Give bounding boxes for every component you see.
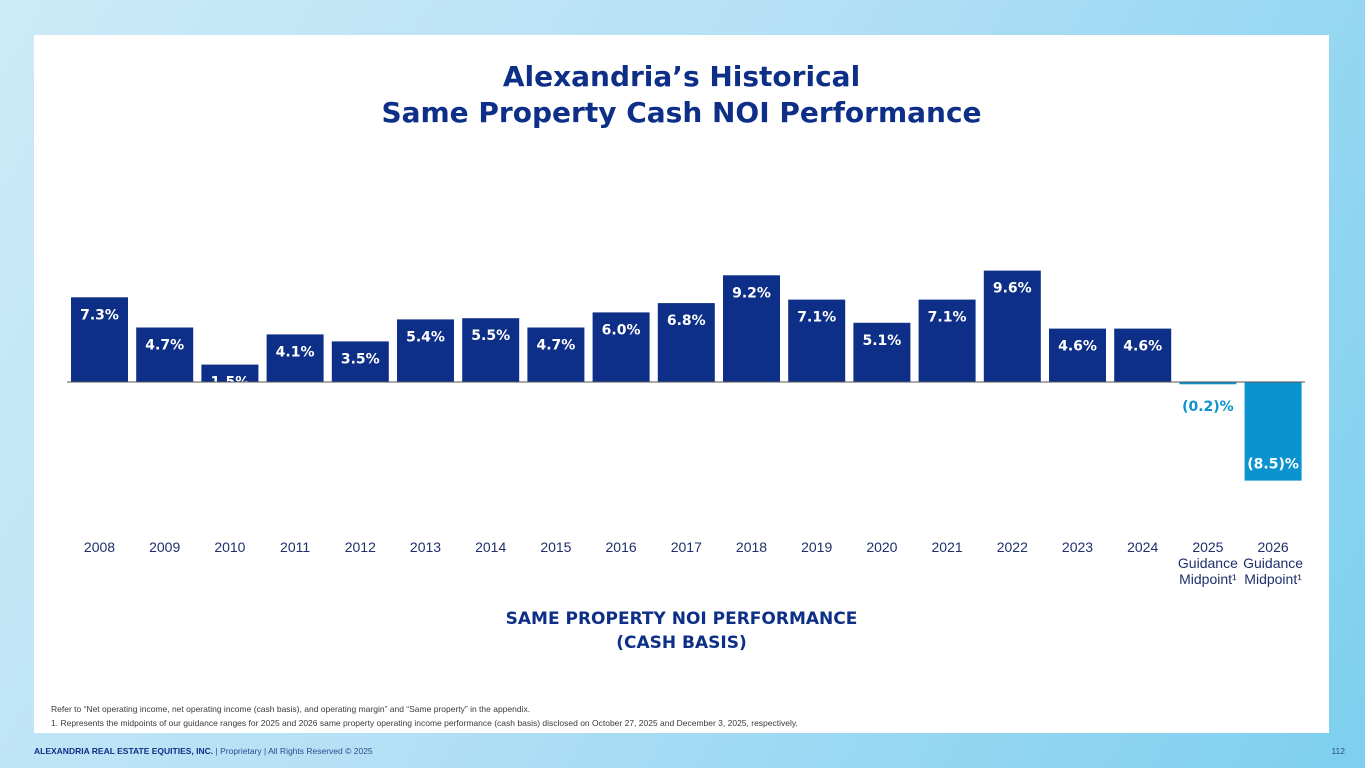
bar-2008 — [71, 297, 128, 382]
footnote-1: 1. Represents the midpoints of our guida… — [51, 718, 798, 728]
chart-subtitle-line-1: SAME PROPERTY NOI PERFORMANCE — [505, 609, 858, 629]
footer: ALEXANDRIA REAL ESTATE EQUITIES, INC. | … — [34, 746, 373, 756]
bar-2022 — [983, 270, 1041, 382]
data-label-2010: 1.5% — [210, 375, 249, 391]
data-label-2017: 6.8% — [667, 313, 706, 329]
bar-2013 — [397, 319, 454, 382]
bar-2018 — [723, 275, 780, 382]
bar-2009 — [136, 327, 194, 382]
data-label-2009: 4.7% — [145, 338, 184, 354]
data-label-2014: 5.5% — [471, 328, 510, 344]
category-label-2017: 2017 — [671, 539, 702, 555]
category-label-2025: 2025 Guidance Midpoint¹ — [1178, 539, 1238, 587]
footnote-reference: Refer to “Net operating income, net oper… — [51, 704, 531, 714]
bar-2010 — [201, 364, 259, 382]
bar-2019 — [788, 299, 846, 382]
slide-card: Alexandria’s Historical Same Property Ca… — [34, 35, 1329, 733]
category-label-2023: 2023 — [1062, 539, 1093, 555]
data-label-2026: (8.5)% — [1247, 457, 1299, 473]
category-label-2013: 2013 — [410, 539, 441, 555]
bar-2017 — [657, 303, 715, 382]
data-label-2025: (0.2)% — [1182, 399, 1234, 415]
data-label-2021: 7.1% — [928, 310, 967, 326]
data-label-2024: 4.6% — [1123, 339, 1162, 355]
data-label-2019: 7.1% — [797, 310, 836, 326]
category-label-2021: 2021 — [932, 539, 963, 555]
bar-2025 — [1179, 382, 1237, 385]
bar-chart: 7.3% 2008 4.7% 2009 1.5% 2010 4.1% 2011 3.5% 2012… — [67, 270, 1305, 587]
bar-2015 — [527, 327, 585, 382]
bar-2021 — [918, 299, 976, 382]
chart-subtitle: SAME PROPERTY NOI PERFORMANCE (CASH BASI… — [34, 607, 1329, 655]
bar-2023 — [1049, 328, 1106, 382]
slide-title: Alexandria’s Historical Same Property Ca… — [34, 59, 1329, 131]
bar-2014 — [462, 318, 520, 382]
data-label-2016: 6.0% — [602, 322, 641, 338]
chart-subtitle-line-2: (CASH BASIS) — [616, 633, 747, 653]
bar-2011 — [266, 334, 324, 382]
category-label-2010: 2010 — [214, 539, 245, 555]
category-label-2020: 2020 — [866, 539, 897, 555]
category-label-2026: 2026 Guidance Midpoint¹ — [1243, 539, 1303, 587]
category-label-2012: 2012 — [345, 539, 376, 555]
category-label-2011: 2011 — [280, 539, 310, 555]
data-label-2011: 4.1% — [276, 344, 315, 360]
title-line-1: Alexandria’s Historical — [502, 60, 861, 93]
bar-2026 — [1244, 382, 1302, 481]
page-number: 112 — [1331, 746, 1345, 756]
bar-2016 — [592, 312, 650, 382]
category-label-2024: 2024 — [1127, 539, 1158, 555]
category-label-2014: 2014 — [475, 539, 506, 555]
category-label-2015: 2015 — [540, 539, 571, 555]
category-label-2018: 2018 — [736, 539, 767, 555]
footer-company: ALEXANDRIA REAL ESTATE EQUITIES, INC. — [34, 746, 214, 756]
category-label-2016: 2016 — [606, 539, 637, 555]
data-label-2012: 3.5% — [341, 351, 380, 367]
category-label-2022: 2022 — [997, 539, 1028, 555]
footer-rights: | Proprietary | All Rights Reserved © 20… — [213, 746, 373, 756]
category-label-2019: 2019 — [801, 539, 832, 555]
data-label-2008: 7.3% — [80, 307, 119, 323]
data-label-2020: 5.1% — [862, 333, 901, 349]
data-label-2022: 9.6% — [993, 281, 1032, 297]
data-label-2015: 4.7% — [536, 338, 575, 354]
bar-2020 — [853, 322, 911, 382]
data-label-2013: 5.4% — [406, 329, 445, 345]
category-label-2008: 2008 — [84, 539, 115, 555]
bar-2012 — [331, 341, 389, 382]
footnotes: Refer to “Net operating income, net oper… — [51, 702, 798, 730]
category-label-2009: 2009 — [149, 539, 180, 555]
bar-2024 — [1114, 328, 1172, 382]
data-label-2018: 9.2% — [732, 285, 771, 301]
data-label-2023: 4.6% — [1058, 339, 1097, 355]
title-line-2: Same Property Cash NOI Performance — [381, 96, 982, 129]
